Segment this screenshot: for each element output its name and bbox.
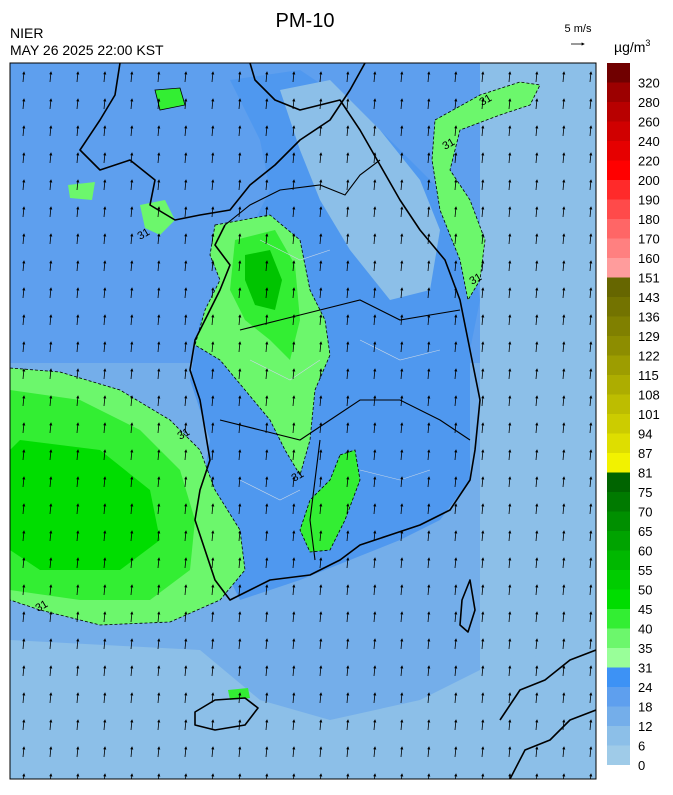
colorbar-band <box>607 102 630 122</box>
contour-label: 31 <box>441 136 458 153</box>
colorbar-band <box>607 414 630 434</box>
colorbar-label: 70 <box>638 505 652 520</box>
map <box>10 63 596 779</box>
colorbar-band <box>607 238 630 258</box>
contour-label: 31 <box>478 92 495 109</box>
colorbar-label: 200 <box>638 173 660 188</box>
colorbar-band <box>607 687 630 707</box>
colorbar-band <box>607 745 630 765</box>
colorbar-band <box>607 550 630 570</box>
colorbar-label: 81 <box>638 466 652 481</box>
colorbar-band <box>607 277 630 297</box>
unit-base: µg/m <box>614 39 645 55</box>
colorbar-band <box>607 180 630 200</box>
colorbar-band <box>607 589 630 609</box>
colorbar-label: 24 <box>638 680 652 695</box>
colorbar-label: 280 <box>638 95 660 110</box>
colorbar-label: 87 <box>638 446 652 461</box>
colorbar-label: 170 <box>638 232 660 247</box>
timestamp: MAY 26 2025 22:00 KST <box>10 42 164 58</box>
colorbar-label: 190 <box>638 193 660 208</box>
map-frame <box>9 62 597 780</box>
colorbar-band <box>607 316 630 336</box>
colorbar-label: 55 <box>638 563 652 578</box>
contour-labels: 31 31 31 31 31 31 31 <box>34 92 495 615</box>
colorbar-band <box>607 492 630 512</box>
colorbar-band <box>607 726 630 746</box>
colorbar-label: 94 <box>638 427 652 442</box>
colorbar: 0 6 12 18 24 31 35 40 45 50 55 60 65 70 75 81 87 94 101 108… <box>607 63 660 773</box>
colorbar-label: 160 <box>638 251 660 266</box>
colorbar-label: 40 <box>638 622 652 637</box>
colorbar-band <box>607 667 630 687</box>
colorbar-band <box>607 199 630 219</box>
colorbar-band <box>607 82 630 102</box>
colorbar-band <box>607 609 630 629</box>
colorbar-band <box>607 433 630 453</box>
colorbar-label: 115 <box>638 368 659 383</box>
colorbar-label: 18 <box>638 700 652 715</box>
colorbar-band <box>607 531 630 551</box>
colorbar-band <box>607 160 630 180</box>
colorbar-label: 65 <box>638 524 652 539</box>
colorbar-label: 136 <box>638 310 660 325</box>
colorbar-label: 31 <box>638 661 652 676</box>
colorbar-label: 220 <box>638 154 660 169</box>
contour-label: 31 <box>468 271 485 288</box>
colorbar-label: 143 <box>638 290 660 305</box>
colorbar-label: 260 <box>638 115 660 130</box>
colorbar-label: 101 <box>638 407 660 422</box>
colorbar-band <box>607 472 630 492</box>
colorbar-label: 60 <box>638 544 652 559</box>
wind-vectors <box>10 63 596 779</box>
colorbar-label: 320 <box>638 76 660 91</box>
colorbar-label: 180 <box>638 212 660 227</box>
colorbar-band <box>607 706 630 726</box>
colorbar-band <box>607 141 630 161</box>
wind-scale-label: 5 m/s <box>565 23 592 35</box>
contour-label: 31 <box>34 598 51 615</box>
unit: µg/m3 <box>614 38 650 55</box>
colorbar-band <box>607 628 630 648</box>
colorbar-band <box>607 219 630 239</box>
colorbar-band <box>607 570 630 590</box>
colorbar-band <box>607 394 630 414</box>
colorbar-band <box>607 648 630 668</box>
colorbar-band <box>607 375 630 395</box>
colorbar-band <box>607 336 630 356</box>
colorbar-label: 129 <box>638 329 660 344</box>
unit-sup: 3 <box>645 38 650 48</box>
colorbar-label: 240 <box>638 134 660 149</box>
agency: NIER <box>10 25 43 41</box>
colorbar-label: 35 <box>638 641 652 656</box>
contour-label: 31 <box>290 468 307 485</box>
colorbar-band <box>607 121 630 141</box>
colorbar-label: 0 <box>638 758 645 773</box>
colorbar-band <box>607 355 630 375</box>
title: PM-10 <box>276 10 335 32</box>
colorbar-label: 108 <box>638 388 660 403</box>
colorbar-label: 50 <box>638 583 652 598</box>
colorbar-band <box>607 297 630 317</box>
contour-label: 31 <box>136 226 153 243</box>
colorbar-band <box>607 511 630 531</box>
colorbar-label: 122 <box>638 349 660 364</box>
colorbar-label: 151 <box>638 271 660 286</box>
colorbar-band <box>607 258 630 278</box>
colorbar-label: 6 <box>638 739 645 754</box>
contour-label: 31 <box>176 426 193 443</box>
colorbar-label: 45 <box>638 602 652 617</box>
colorbar-band <box>607 63 630 83</box>
colorbar-label: 12 <box>638 719 652 734</box>
colorbar-band <box>607 453 630 473</box>
colorbar-label: 75 <box>638 485 652 500</box>
